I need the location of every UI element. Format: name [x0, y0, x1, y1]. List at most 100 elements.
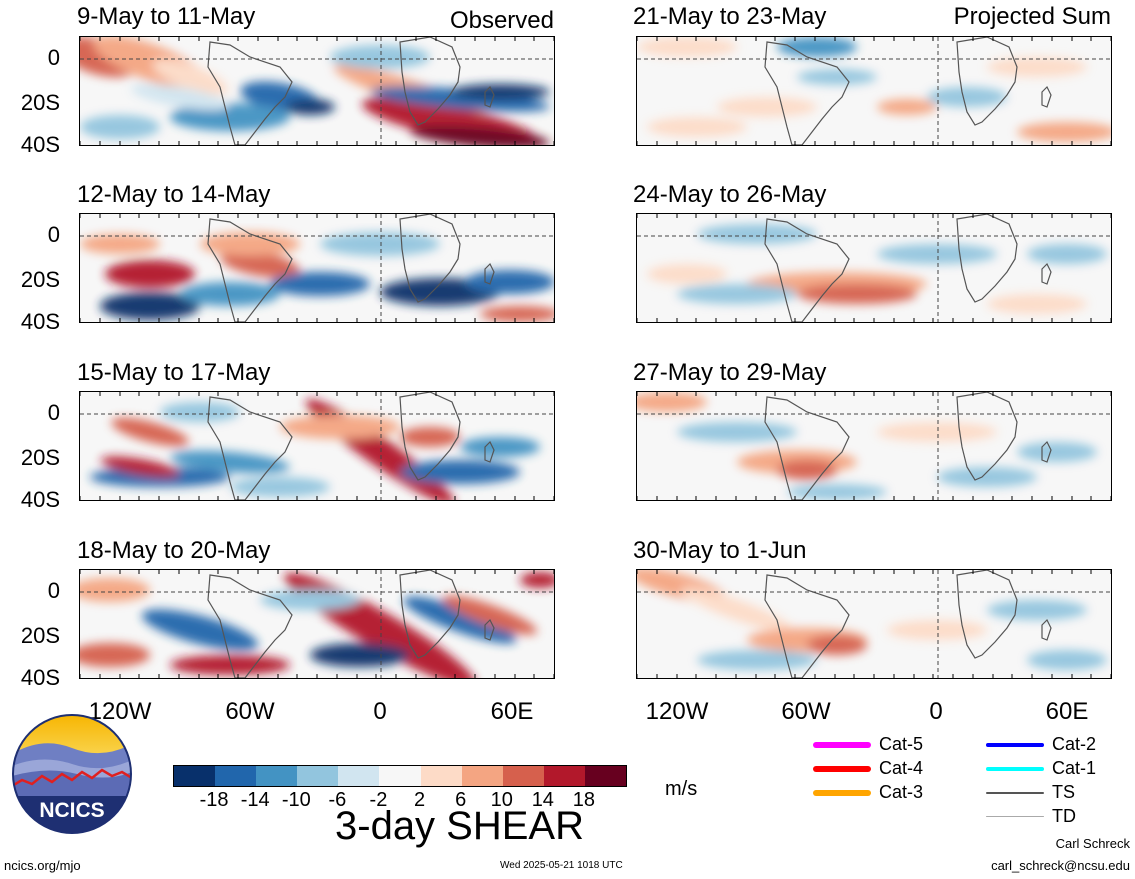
lat-label: 40S — [20, 309, 60, 334]
legend-label: TS — [1052, 782, 1076, 802]
lon-label: 0 — [929, 698, 943, 725]
footer-email: carl_schreck@ncsu.edu — [991, 858, 1130, 873]
coastline — [207, 574, 293, 678]
lon-label: 60W — [781, 698, 831, 725]
lat-label: 20S — [20, 267, 60, 292]
coastline — [484, 262, 495, 285]
panel-title: 12-May to 14-May — [77, 181, 271, 208]
colorbar-swatch — [379, 766, 421, 786]
footer-timestamp: Wed 2025-05-21 1018 UTC — [500, 860, 623, 871]
panel-tag-projected: Projected Sum — [953, 3, 1111, 30]
legend-swatch — [813, 789, 871, 796]
colorbar-tick-label: 14 — [531, 789, 554, 811]
lat-label: 20S — [20, 623, 60, 648]
lat-label: 0 — [47, 222, 60, 247]
panel-title: 18-May to 20-May — [77, 537, 271, 564]
colorbar-tick-label: -14 — [240, 789, 270, 811]
legend-label: Cat-2 — [1052, 734, 1097, 754]
coastline — [956, 570, 1018, 659]
panel-title: 27-May to 29-May — [633, 359, 827, 386]
shear-contour-region — [260, 590, 360, 610]
shear-contour-region — [677, 422, 797, 442]
legend-item: Cat-1 — [986, 758, 1096, 779]
shear-contour-region — [230, 477, 330, 497]
coastline — [764, 574, 850, 678]
lat-label: 20S — [20, 90, 60, 115]
shear-contour-region — [465, 270, 554, 294]
lat-label: 0 — [47, 578, 60, 603]
lat-label: 40S — [20, 665, 60, 690]
coastline — [1041, 440, 1052, 463]
colorbar-tick-label: 2 — [413, 789, 426, 811]
ncics-logo: NCICS — [12, 714, 132, 834]
panel-title: 24-May to 26-May — [633, 181, 827, 208]
legend-item: Cat-3 — [813, 782, 923, 803]
panel-title: 21-May to 23-May — [633, 3, 827, 30]
shear-contour-region — [170, 450, 290, 474]
shear-contour-region — [680, 587, 794, 633]
shear-contour-region — [100, 456, 180, 478]
legend-swatch — [986, 816, 1044, 817]
lon-label: 0 — [373, 698, 387, 725]
legend-swatch — [986, 791, 1044, 794]
panel-tag-observed: Observed — [449, 7, 554, 34]
legend-label: Cat-1 — [1052, 758, 1097, 778]
chart-title: 3-day SHEAR — [335, 804, 584, 848]
legend-label: Cat-4 — [879, 758, 924, 778]
legend-item: Cat-4 — [813, 758, 923, 779]
colorbar-swatch — [215, 766, 257, 786]
lat-label: 40S — [20, 132, 60, 157]
shear-contour-region — [111, 417, 189, 447]
lon-label: 60W — [225, 698, 275, 725]
colorbar-tick-label: -2 — [369, 789, 388, 811]
shear-contour-region — [637, 392, 707, 412]
colorbar-swatch — [584, 766, 627, 786]
legend-label: Cat-5 — [879, 734, 924, 754]
lon-label: 60E — [490, 698, 534, 725]
coastline — [399, 37, 461, 126]
coastline — [1041, 618, 1052, 641]
shear-contour-region — [987, 600, 1087, 620]
shear-contour-region — [877, 99, 937, 115]
shear-map-panel — [79, 569, 555, 679]
shear-contour-region — [937, 467, 1037, 487]
colorbar-swatch — [502, 766, 544, 786]
colorbar-swatch — [174, 766, 216, 786]
shear-contour-region — [807, 635, 867, 655]
legend-label: TD — [1052, 806, 1076, 826]
shear-contour-region — [877, 244, 997, 264]
footer-author: Carl Schreck — [1055, 836, 1130, 851]
shear-map-panel — [79, 36, 555, 146]
shear-contour-region — [1017, 122, 1111, 142]
shear-contour-region — [180, 282, 280, 306]
colorbar — [173, 765, 627, 787]
shear-contour-region — [170, 655, 290, 675]
footer-url: ncics.org/mjo — [4, 858, 81, 873]
shear-contour-region — [717, 97, 817, 117]
coastline — [399, 214, 461, 303]
coastline — [207, 396, 293, 500]
colorbar-swatch — [256, 766, 298, 786]
shear-contour-region — [797, 284, 917, 304]
shear-contour-region — [80, 643, 150, 667]
colorbar-swatch — [297, 766, 339, 786]
shear-map-panel — [636, 213, 1112, 323]
shear-contour-region — [80, 115, 160, 139]
coastline — [1041, 85, 1052, 108]
coastline — [764, 41, 850, 145]
shear-contour-region — [200, 232, 300, 256]
shear-contour-region — [647, 117, 747, 137]
legend-swatch — [986, 766, 1044, 771]
legend-item: Cat-5 — [813, 734, 923, 755]
shear-contour-region — [141, 609, 259, 651]
legend-item: Cat-2 — [986, 734, 1096, 755]
shear-map-panel — [636, 36, 1112, 146]
colorbar-swatch — [420, 766, 462, 786]
coastline — [956, 392, 1018, 481]
shear-contour-region — [442, 595, 538, 635]
shear-map-panel — [79, 391, 555, 501]
shear-contour-region — [987, 294, 1087, 314]
shear-contour-region — [370, 86, 550, 112]
panel-title: 30-May to 1-Jun — [633, 537, 807, 564]
shear-contour-region — [787, 484, 887, 500]
